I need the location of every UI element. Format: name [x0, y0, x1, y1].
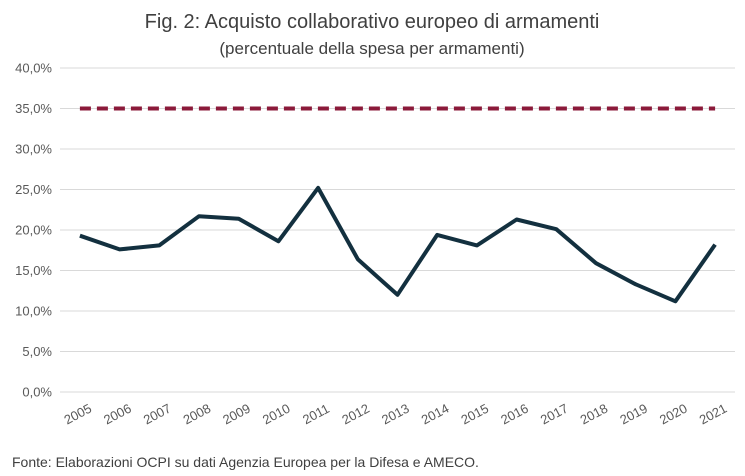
y-tick-label: 20,0%	[15, 223, 52, 238]
y-tick-label: 40,0%	[15, 61, 52, 76]
x-tick-label: 2020	[657, 401, 690, 428]
x-tick-label: 2012	[339, 401, 372, 428]
x-tick-label: 2018	[578, 401, 611, 428]
y-tick-label: 10,0%	[15, 304, 52, 319]
y-tick-label: 5,0%	[22, 344, 52, 359]
x-tick-label: 2008	[181, 401, 214, 428]
y-tick-label: 35,0%	[15, 101, 52, 116]
y-axis-ticks: 0,0% 5,0% 10,0% 15,0% 20,0% 25,0% 30,0% 35,0% 40…	[15, 61, 52, 400]
x-tick-label: 2019	[617, 401, 650, 428]
x-axis-ticks: 2005 2006 2007 2008 2009 2010 2011 2012 2013 2014…	[61, 401, 729, 428]
y-tick-label: 25,0%	[15, 182, 52, 197]
x-tick-label: 2007	[141, 401, 174, 428]
chart-subtitle: (percentuale della spesa per armamenti)	[219, 39, 524, 58]
y-tick-label: 0,0%	[22, 385, 52, 400]
series-lines	[79, 106, 717, 304]
y-tick-label: 15,0%	[15, 263, 52, 278]
x-tick-label: 2015	[459, 401, 492, 428]
grid-lines	[60, 67, 735, 393]
x-tick-label: 2009	[220, 401, 253, 428]
source-note: Fonte: Elaborazioni OCPI su dati Agenzia…	[12, 454, 479, 470]
x-tick-label: 2016	[498, 401, 531, 428]
chart-title: Fig. 2: Acquisto collaborativo europeo d…	[145, 11, 600, 33]
x-tick-label: 2014	[419, 401, 452, 428]
x-tick-label: 2013	[379, 401, 412, 428]
x-tick-label: 2021	[697, 401, 730, 428]
y-tick-label: 30,0%	[15, 142, 52, 157]
x-tick-label: 2017	[538, 401, 571, 428]
x-tick-label: 2005	[61, 401, 94, 428]
x-tick-label: 2010	[260, 401, 293, 428]
x-tick-label: 2006	[101, 401, 134, 428]
series-line-collaborative	[79, 185, 717, 304]
x-tick-label: 2011	[300, 401, 332, 427]
